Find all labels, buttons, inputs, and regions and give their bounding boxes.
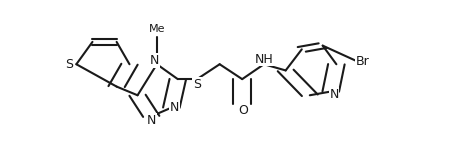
Text: O: O (238, 104, 247, 117)
Text: N: N (169, 101, 179, 114)
Text: NH: NH (254, 53, 273, 66)
Text: N: N (146, 114, 156, 127)
Text: S: S (193, 78, 201, 91)
Text: N: N (150, 54, 159, 67)
Text: Me: Me (148, 25, 165, 34)
Text: S: S (65, 58, 73, 71)
Text: Br: Br (355, 55, 369, 68)
Text: N: N (329, 87, 338, 101)
